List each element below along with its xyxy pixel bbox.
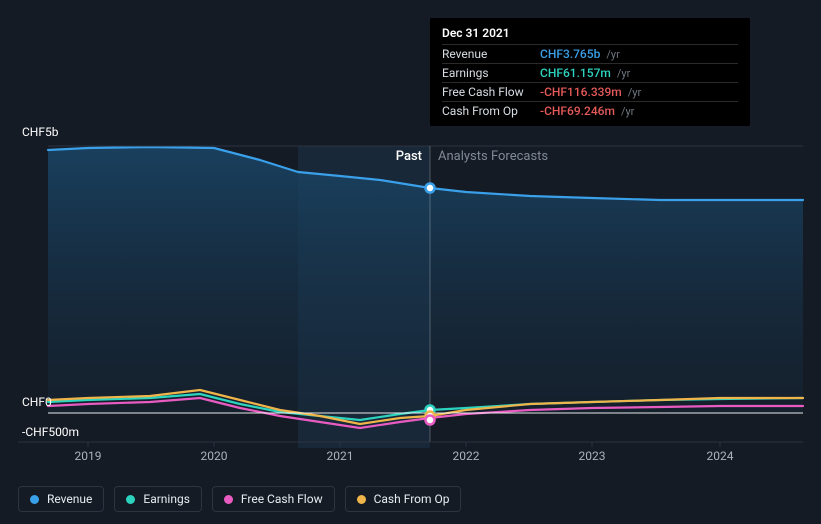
tooltip-row-value: -CHF69.246m [540,104,615,118]
legend-item-earnings[interactable]: Earnings [114,486,202,512]
marker-revenue [426,184,435,193]
tooltip-row-value: CHF3.765b [540,47,600,61]
tooltip-row: Earnings CHF61.157m/yr [442,63,738,82]
legend-label: Revenue [47,492,92,506]
legend-label: Earnings [143,492,190,506]
legend-item-fcf[interactable]: Free Cash Flow [212,486,335,512]
tooltip-row-label: Cash From Op [442,104,534,118]
tooltip-row-label: Free Cash Flow [442,85,534,99]
legend-item-revenue[interactable]: Revenue [18,486,104,512]
tooltip-row-value: CHF61.157m [540,66,611,80]
legend-swatch [224,495,233,504]
marker-fcf [426,416,435,425]
tooltip-row-label: Revenue [442,47,534,61]
legend-swatch [30,495,39,504]
x-tick-label: 2019 [75,449,102,463]
tooltip-row-unit: /yr [606,48,619,61]
chart-tooltip: Dec 31 2021 Revenue CHF3.765b/yr Earnings C… [430,18,750,126]
y-tick-label: CHF0 [22,395,52,409]
legend-swatch [357,495,366,504]
tooltip-row-label: Earnings [442,66,534,80]
tooltip-date: Dec 31 2021 [442,26,738,44]
x-tick-label: 2023 [579,449,606,463]
tooltip-row-unit: /yr [621,105,634,118]
y-tick-label: CHF5b [22,125,59,139]
tooltip-row: Revenue CHF3.765b/yr [442,44,738,63]
x-tick-label: 2024 [707,449,734,463]
legend-label: Free Cash Flow [241,492,323,506]
y-tick-label: -CHF500m [22,425,79,439]
tooltip-row-value: -CHF116.339m [540,85,622,99]
legend-label: Cash From Op [374,492,450,506]
x-tick-label: 2021 [327,449,354,463]
tooltip-row: Cash From Op -CHF69.246m/yr [442,101,738,120]
x-tick-label: 2022 [453,449,480,463]
label-forecast: Analysts Forecasts [438,149,548,164]
tooltip-row-unit: /yr [617,67,630,80]
legend-item-cfo[interactable]: Cash From Op [345,486,462,512]
label-past: Past [396,149,422,164]
chart-legend: Revenue Earnings Free Cash Flow Cash From O… [18,486,461,512]
tooltip-row-unit: /yr [628,86,641,99]
x-tick-label: 2020 [201,449,228,463]
tooltip-row: Free Cash Flow -CHF116.339m/yr [442,82,738,101]
legend-swatch [126,495,135,504]
